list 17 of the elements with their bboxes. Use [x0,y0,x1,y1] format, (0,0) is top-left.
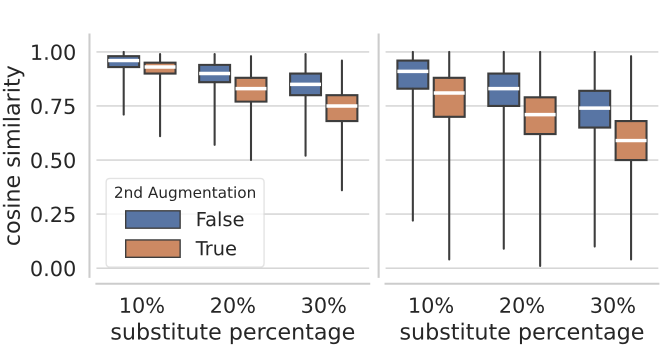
x-tick-label: 30% [591,297,635,314]
y-tick-label: 0.25 [31,206,74,222]
x-tick-label: 30% [302,297,346,314]
x-tick-label: 20% [500,297,544,314]
legend-label: False [198,211,244,226]
y-tick-label: 1.00 [32,44,75,60]
y-tick-label: 0.00 [31,260,75,276]
x-axis-title: substitute percentage [400,322,644,344]
legend-title: 2nd Augmentation [115,186,255,202]
x-tick-label: 10% [410,297,454,314]
x-tick-label: 10% [121,297,164,314]
y-tick-label: 0.50 [31,152,75,168]
y-axis-title: cosine similarity [2,66,24,245]
x-tick-label: 20% [211,297,255,314]
y-tick-label: 0.75 [31,98,74,114]
x-axis-title: substitute percentage [112,322,354,344]
legend-label: True [196,241,236,256]
